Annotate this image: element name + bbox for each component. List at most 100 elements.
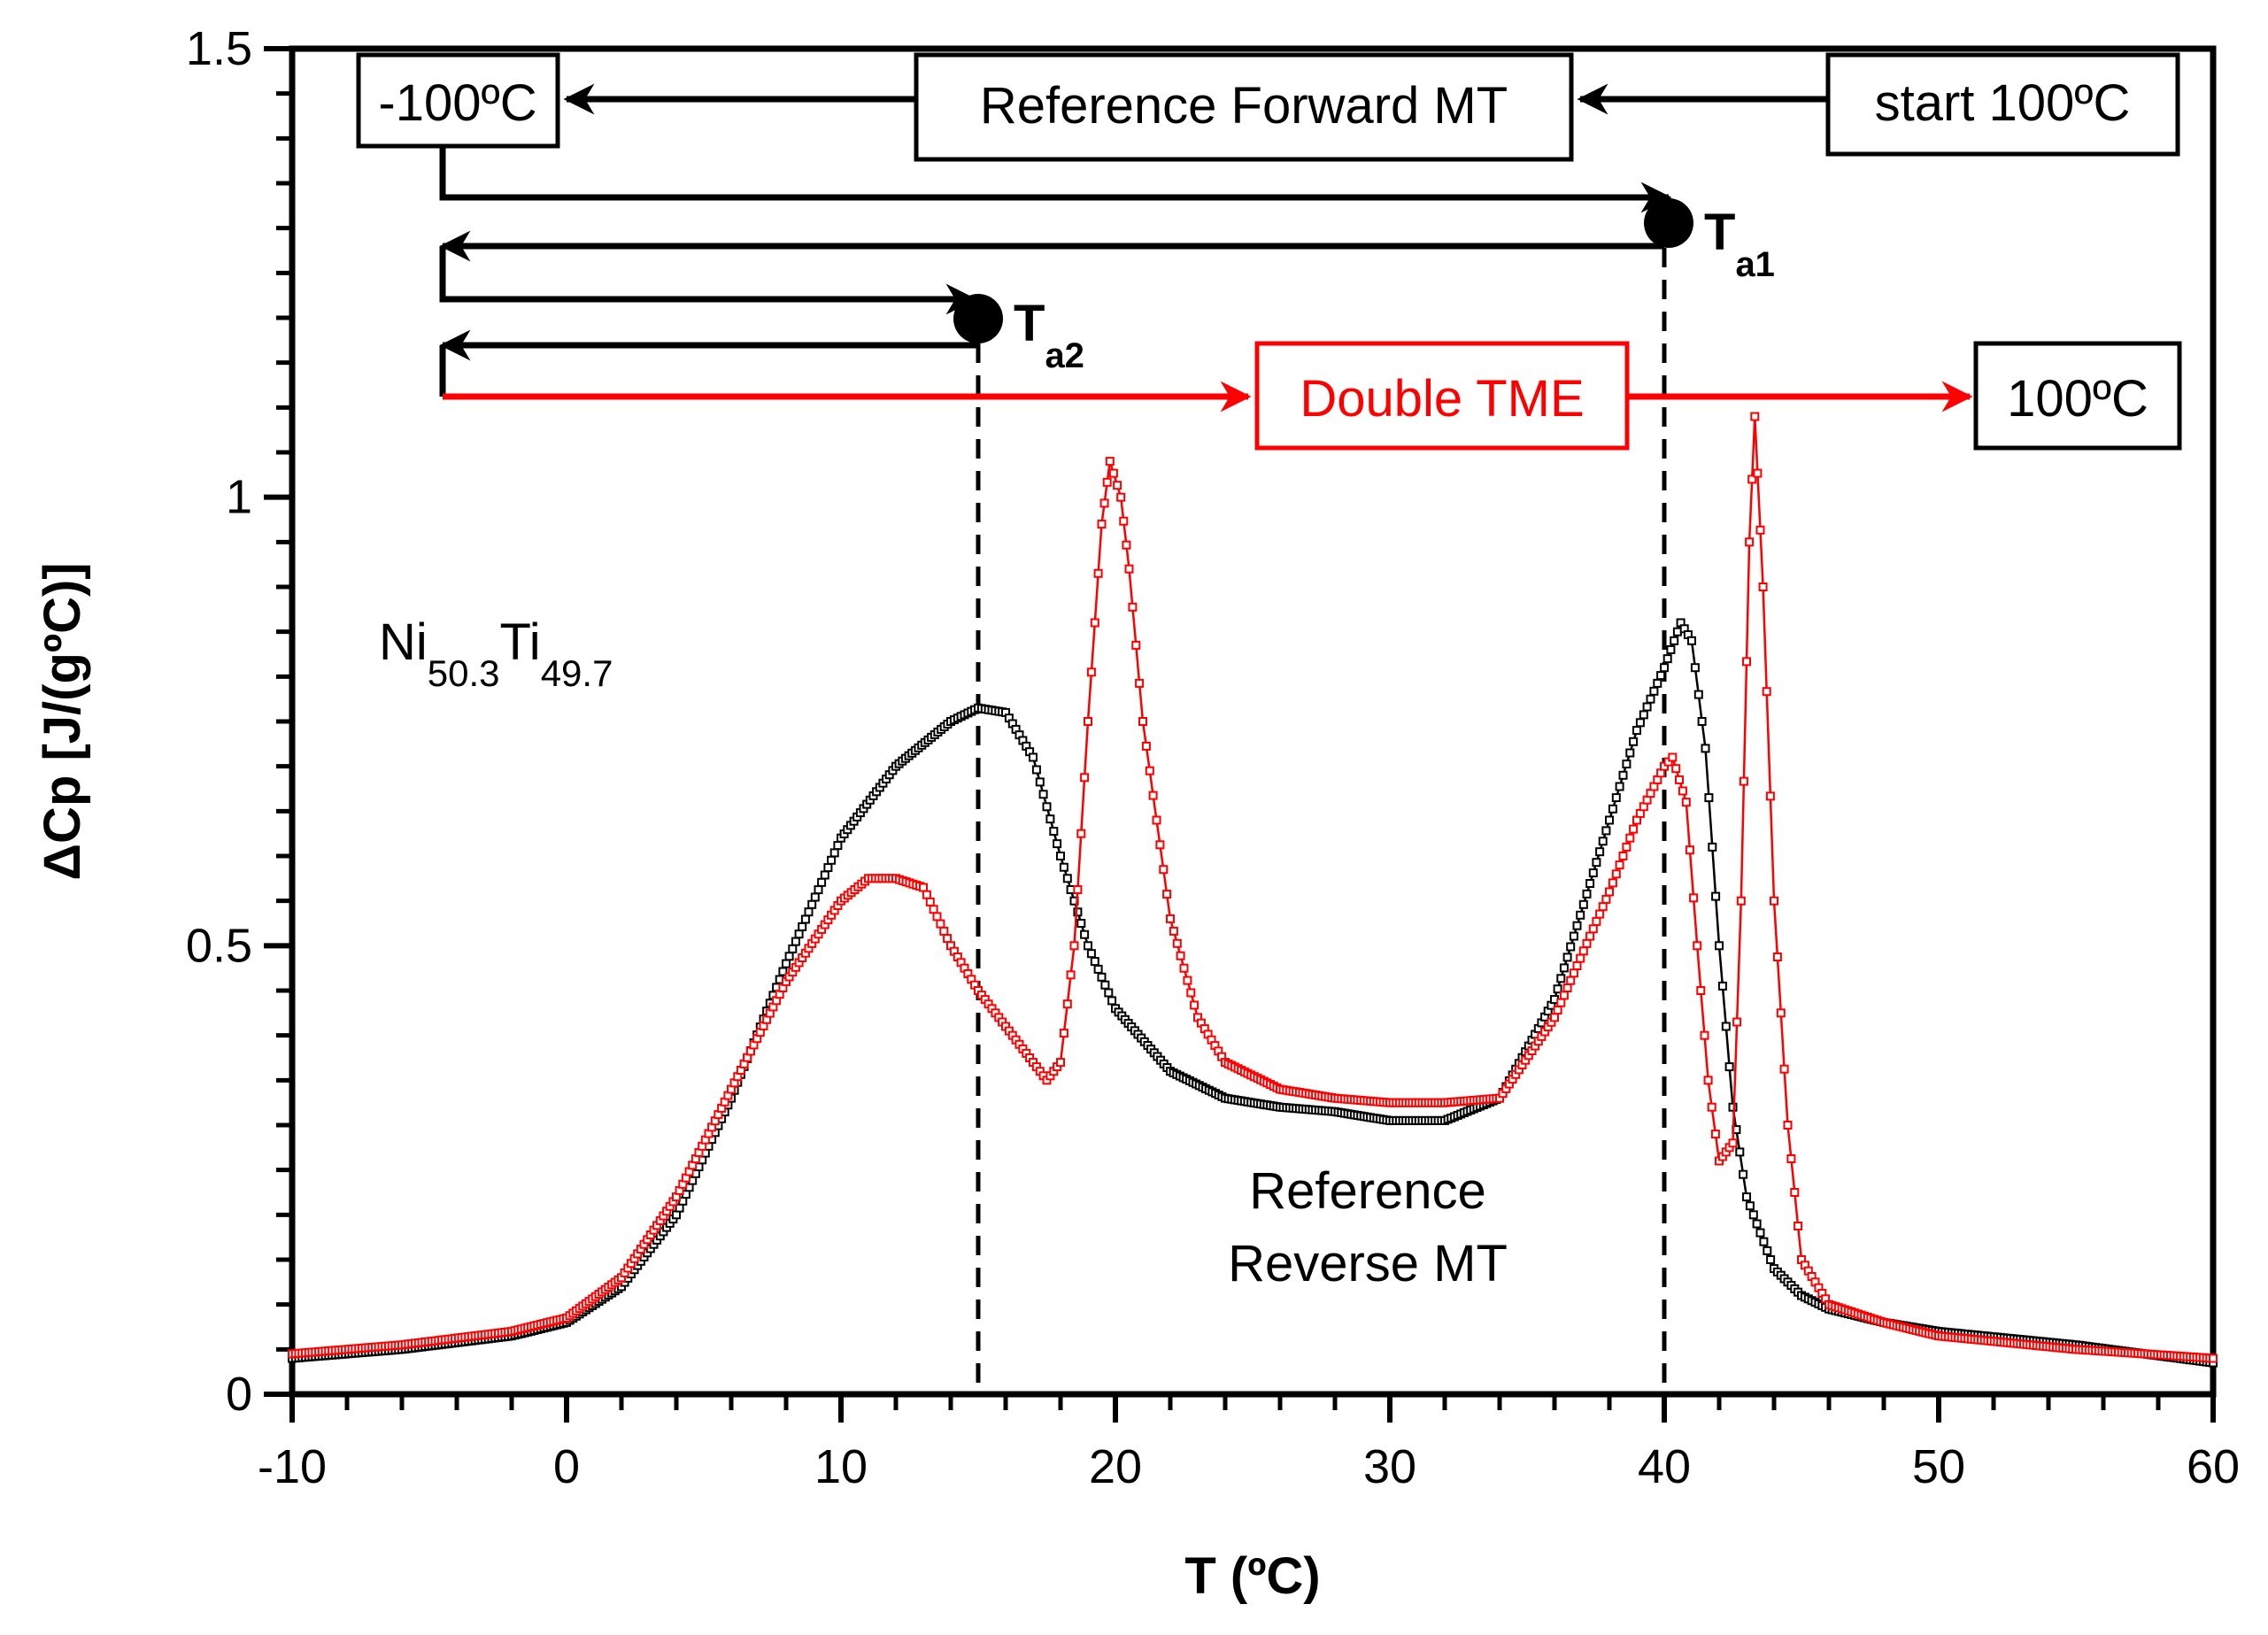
ta2-main: T bbox=[1014, 295, 1045, 352]
data-point bbox=[1585, 879, 1595, 888]
data-point bbox=[922, 890, 931, 899]
ta2-sub: a2 bbox=[1045, 336, 1084, 375]
data-point bbox=[823, 863, 833, 873]
data-point bbox=[1553, 1006, 1562, 1015]
data-point bbox=[1601, 826, 1611, 836]
data-point bbox=[1703, 1076, 1713, 1085]
data-point bbox=[1080, 773, 1090, 783]
data-point bbox=[1687, 636, 1696, 645]
data-point bbox=[1776, 1008, 1786, 1018]
data-point bbox=[1152, 815, 1161, 825]
data-point bbox=[1550, 1013, 1559, 1022]
data-point bbox=[1553, 984, 1562, 994]
data-point bbox=[1073, 907, 1083, 917]
data-point bbox=[1739, 776, 1748, 786]
data-point bbox=[1086, 949, 1096, 959]
data-point bbox=[1038, 790, 1048, 799]
data-point bbox=[1119, 516, 1129, 526]
data-point bbox=[1742, 657, 1751, 667]
data-point bbox=[1715, 941, 1724, 951]
data-point bbox=[1701, 744, 1710, 753]
data-point bbox=[1595, 847, 1605, 857]
data-point bbox=[1759, 1237, 1769, 1246]
data-point bbox=[919, 883, 928, 892]
x-tick-label: 60 bbox=[2187, 1440, 2240, 1493]
data-point bbox=[1697, 717, 1707, 726]
data-point bbox=[1690, 663, 1700, 673]
reference-reverse-line2: Reverse MT bbox=[1228, 1235, 1508, 1292]
reference-reverse-line1: Reference bbox=[1249, 1162, 1486, 1220]
data-point bbox=[1107, 996, 1117, 1006]
data-point bbox=[1700, 1030, 1709, 1040]
data-point bbox=[1748, 1210, 1758, 1220]
data-point bbox=[1556, 998, 1566, 1007]
data-point bbox=[1755, 525, 1765, 535]
data-point bbox=[1097, 520, 1107, 529]
data-point bbox=[1572, 961, 1582, 970]
data-point bbox=[1124, 564, 1134, 574]
data-point bbox=[1668, 752, 1678, 762]
data-point bbox=[1169, 926, 1178, 936]
data-point bbox=[1608, 804, 1617, 814]
composition-ti-sub: 49.7 bbox=[541, 652, 613, 694]
data-point bbox=[1605, 887, 1614, 897]
data-point bbox=[1090, 618, 1099, 628]
data-point bbox=[1073, 885, 1083, 894]
data-point bbox=[1102, 477, 1112, 487]
x-tick-label: 0 bbox=[553, 1440, 580, 1493]
data-point bbox=[1689, 893, 1699, 903]
data-point bbox=[1693, 941, 1702, 951]
box-minus100: -100ºC bbox=[356, 52, 560, 149]
data-point bbox=[1786, 1154, 1796, 1163]
data-point bbox=[1582, 889, 1592, 898]
data-point bbox=[1717, 981, 1727, 991]
data-point bbox=[1578, 946, 1588, 956]
data-point bbox=[1053, 839, 1062, 849]
data-point bbox=[1592, 916, 1601, 926]
data-point bbox=[1736, 896, 1746, 906]
data-point bbox=[1569, 931, 1578, 941]
data-point bbox=[1753, 468, 1763, 478]
data-point bbox=[1707, 1102, 1716, 1112]
data-point bbox=[1569, 968, 1578, 978]
data-point bbox=[1724, 1062, 1734, 1072]
data-point bbox=[1721, 1022, 1731, 1031]
data-point bbox=[1141, 741, 1151, 751]
data-point bbox=[1653, 678, 1662, 688]
data-point bbox=[1608, 878, 1617, 888]
data-point bbox=[1675, 775, 1684, 784]
data-point bbox=[784, 952, 794, 961]
data-point bbox=[1611, 869, 1621, 879]
x-tick-label: 40 bbox=[1638, 1440, 1691, 1493]
box-minus100-label: -100ºC bbox=[378, 74, 536, 132]
data-point bbox=[1093, 964, 1103, 974]
data-point bbox=[1062, 874, 1072, 883]
data-point bbox=[1566, 942, 1576, 952]
box-double-tme-label: Double TME bbox=[1300, 370, 1584, 428]
y-tick-label: 1.5 bbox=[186, 22, 252, 75]
data-point bbox=[1662, 654, 1672, 664]
box-plus100: 100ºC bbox=[1973, 341, 2182, 451]
data-point bbox=[1765, 791, 1775, 801]
data-point bbox=[1029, 752, 1038, 762]
data-point bbox=[1681, 798, 1691, 807]
arrow-to-ta2 bbox=[439, 246, 977, 315]
data-point bbox=[1135, 678, 1145, 688]
data-point bbox=[1678, 786, 1687, 796]
data-point bbox=[791, 937, 800, 946]
data-point bbox=[1042, 802, 1052, 812]
data-point bbox=[1172, 938, 1182, 948]
data-point bbox=[1625, 833, 1635, 843]
data-point bbox=[1629, 824, 1639, 834]
data-point bbox=[1656, 671, 1666, 681]
data-point bbox=[1097, 972, 1107, 982]
data-point bbox=[1601, 894, 1611, 904]
data-point bbox=[1611, 793, 1621, 803]
y-axis-title: ΔCp [J/(gºC)] bbox=[34, 562, 91, 880]
composition-ni-sub: 50.3 bbox=[428, 652, 500, 694]
data-point bbox=[1639, 710, 1648, 720]
data-point bbox=[1105, 457, 1115, 467]
data-point bbox=[1562, 952, 1572, 962]
